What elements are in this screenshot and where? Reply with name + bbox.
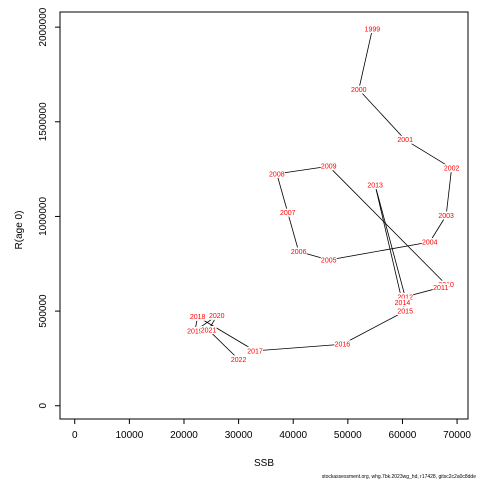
point-label-bg: [230, 355, 247, 364]
point-label-bg: [186, 326, 203, 335]
series-segment: [374, 185, 403, 303]
x-tick-label: 10000: [115, 430, 143, 441]
point-label: 2001: [397, 137, 413, 144]
x-tick-label: 40000: [279, 430, 307, 441]
series-segment: [445, 168, 453, 216]
point-label-bg: [320, 255, 337, 264]
x-tick-label: 30000: [225, 430, 253, 441]
point-label-bg: [421, 238, 438, 247]
point-label-bg: [290, 247, 307, 256]
y-tick-label: 500000: [38, 294, 49, 328]
point-label: 2000: [351, 87, 367, 94]
series-segment: [358, 28, 373, 90]
point-label: 2015: [397, 308, 413, 315]
point-label: 2004: [422, 239, 438, 246]
point-label-bg: [350, 85, 367, 94]
point-label-bg: [268, 169, 285, 178]
series-segment: [328, 241, 430, 261]
point-label: 2005: [321, 257, 337, 264]
point-label: 2014: [395, 300, 411, 307]
series-segment: [429, 215, 447, 243]
series-segment: [358, 89, 406, 141]
point-label: 2011: [433, 285, 448, 292]
y-tick-label: 2000000: [38, 7, 49, 46]
point-label-bg: [279, 208, 296, 217]
point-label: 2016: [335, 342, 351, 349]
point-label: 2006: [291, 249, 307, 256]
series-segment: [208, 329, 239, 360]
x-tick-label: 20000: [170, 430, 198, 441]
point-label-bg: [397, 135, 414, 144]
x-axis-title: SSB: [254, 458, 274, 469]
y-axis: 0 500000 1000000 1500000 2000000: [38, 7, 60, 409]
series-segment: [276, 173, 289, 213]
point-label: 2022: [231, 357, 247, 364]
point-label-bg: [394, 298, 411, 307]
point-label: 2009: [321, 164, 337, 171]
series-segment: [287, 212, 300, 252]
series-segment: [342, 310, 406, 345]
footnote: stockassessment.org, whg.7bk.2023wg_hd, …: [322, 474, 476, 480]
point-labels: 1999 2000 2001 2002 2003 2004 2005 2006 2007 2008…: [186, 25, 460, 364]
x-tick-label: 70000: [443, 430, 471, 441]
x-tick-label: 50000: [334, 430, 362, 441]
point-label: 2012: [397, 294, 413, 301]
y-tick-label: 1000000: [38, 197, 49, 236]
point-label: 2008: [269, 171, 285, 178]
point-label: 2020: [209, 313, 225, 320]
series-segment: [328, 165, 447, 285]
x-tick-label: 0: [72, 430, 78, 441]
point-label: 2002: [444, 166, 460, 173]
point-label-bg: [334, 340, 351, 349]
point-label-bg: [397, 292, 414, 301]
series-line: [194, 28, 453, 360]
series-segment: [276, 165, 329, 175]
point-label-bg: [189, 312, 206, 321]
series-segment: [404, 139, 452, 169]
series-segment: [254, 343, 343, 352]
point-label-bg: [367, 181, 384, 190]
x-axis: 0 10000 20000 30000 40000 50000 60000 70000: [72, 419, 471, 441]
point-label-bg: [208, 311, 225, 320]
point-label: 1999: [365, 26, 381, 33]
point-label-bg: [320, 162, 337, 171]
point-label-bg: [443, 164, 460, 173]
point-label-bg: [397, 307, 414, 316]
point-label: 2003: [438, 213, 454, 220]
point-label-bg: [200, 326, 217, 335]
point-label: 2021: [201, 327, 217, 334]
x-tick-label: 60000: [389, 430, 417, 441]
point-label: 2017: [247, 348, 263, 355]
point-label: 2019: [187, 328, 203, 335]
point-label-bg: [364, 25, 381, 34]
point-label: 2013: [367, 183, 383, 190]
y-tick-label: 1500000: [38, 102, 49, 141]
point-label-bg: [246, 346, 263, 355]
plot-frame: [59, 11, 469, 420]
point-label-bg: [432, 283, 449, 292]
point-label-bg: [438, 211, 455, 220]
point-label: 2007: [280, 210, 296, 217]
series-segment: [374, 185, 406, 298]
point-label: 2018: [190, 314, 206, 321]
y-tick-label: 0: [38, 403, 49, 409]
y-axis-title: R(age 0): [14, 211, 25, 250]
